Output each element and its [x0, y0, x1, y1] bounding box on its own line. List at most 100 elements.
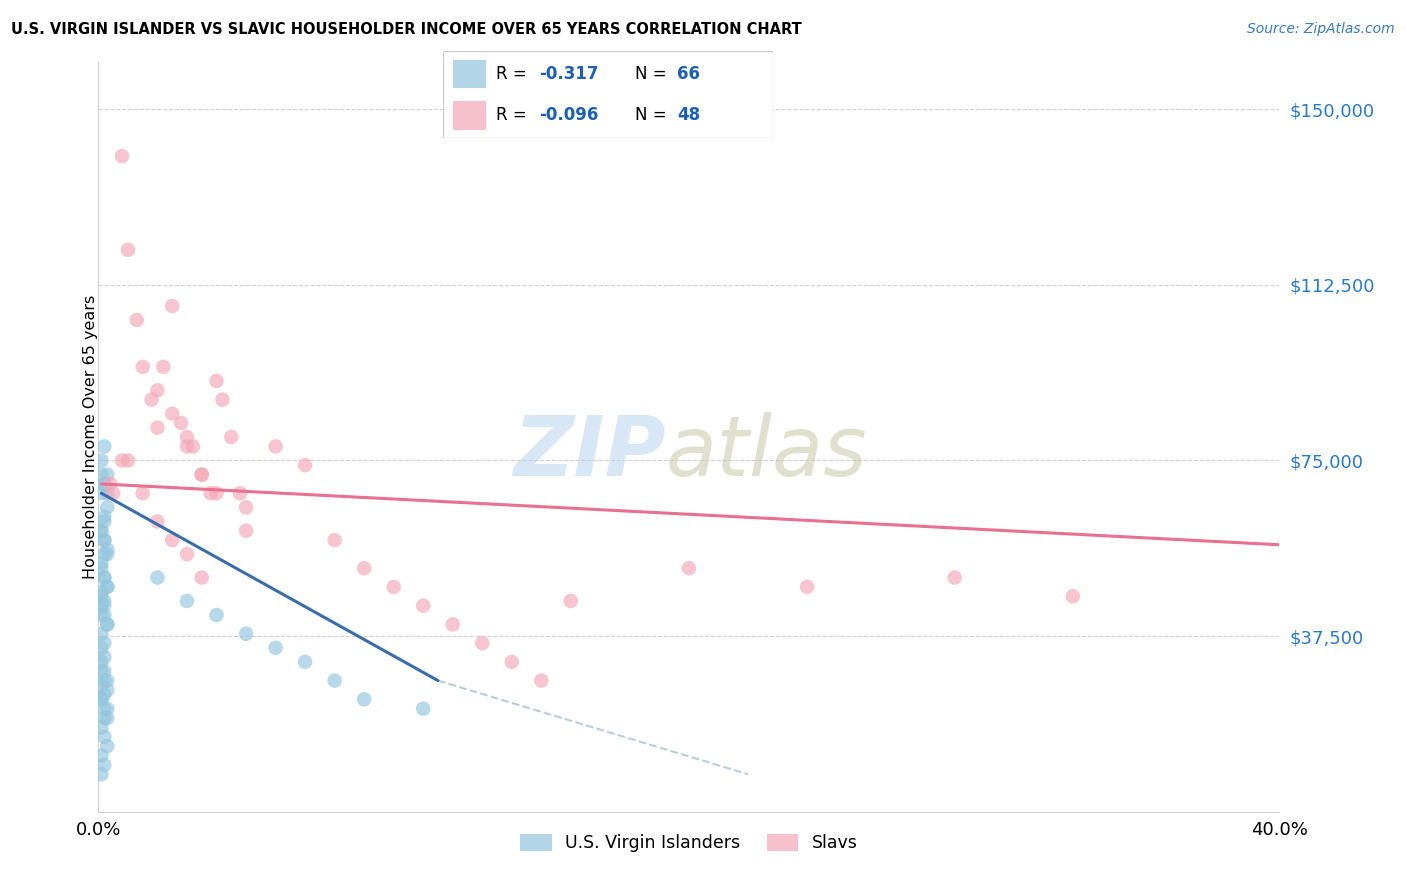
Point — [93, 533, 115, 547]
FancyBboxPatch shape — [453, 101, 486, 129]
Text: R =: R = — [496, 64, 526, 83]
Point — [132, 486, 155, 500]
Point — [90, 640, 112, 655]
Point — [93, 476, 115, 491]
Point — [294, 655, 316, 669]
Text: -0.317: -0.317 — [538, 64, 598, 83]
Point — [111, 149, 134, 163]
Point — [93, 440, 115, 453]
Point — [93, 594, 115, 608]
Point — [211, 392, 233, 407]
Point — [96, 617, 118, 632]
Point — [441, 617, 464, 632]
Point — [90, 599, 112, 613]
Point — [93, 599, 115, 613]
Point — [560, 594, 582, 608]
Legend: U.S. Virgin Islanders, Slavs: U.S. Virgin Islanders, Slavs — [513, 827, 865, 859]
Point — [191, 467, 214, 482]
Point — [229, 486, 252, 500]
Point — [235, 500, 257, 515]
Point — [90, 561, 112, 575]
Y-axis label: Householder Income Over 65 years: Householder Income Over 65 years — [83, 295, 97, 579]
Point — [146, 421, 169, 435]
Point — [90, 584, 112, 599]
Point — [943, 571, 966, 585]
Point — [93, 547, 115, 561]
Point — [90, 678, 112, 692]
Text: -0.096: -0.096 — [538, 106, 598, 124]
Point — [96, 486, 118, 500]
Point — [93, 664, 115, 679]
Point — [353, 692, 375, 706]
Point — [90, 590, 112, 604]
Point — [294, 458, 316, 473]
Point — [93, 758, 115, 772]
Text: Source: ZipAtlas.com: Source: ZipAtlas.com — [1247, 22, 1395, 37]
Point — [93, 688, 115, 702]
Point — [471, 636, 494, 650]
Point — [323, 533, 346, 547]
Point — [191, 467, 214, 482]
Point — [152, 359, 174, 374]
Text: 66: 66 — [678, 64, 700, 83]
Point — [96, 701, 118, 715]
Point — [181, 440, 204, 453]
Point — [117, 453, 139, 467]
Point — [205, 374, 228, 388]
Point — [93, 701, 115, 715]
Point — [93, 673, 115, 688]
Point — [90, 608, 112, 623]
Point — [103, 486, 125, 500]
Point — [93, 533, 115, 547]
Point — [90, 721, 112, 735]
Point — [90, 692, 112, 706]
Point — [530, 673, 553, 688]
Point — [205, 608, 228, 623]
Point — [93, 509, 115, 524]
Point — [93, 636, 115, 650]
Point — [117, 243, 139, 257]
Point — [412, 701, 434, 715]
Text: N =: N = — [634, 64, 666, 83]
Point — [796, 580, 818, 594]
FancyBboxPatch shape — [443, 51, 773, 138]
Point — [93, 476, 115, 491]
Point — [146, 571, 169, 585]
Point — [96, 547, 118, 561]
Point — [93, 571, 115, 585]
Point — [96, 500, 118, 515]
Point — [90, 692, 112, 706]
Point — [93, 730, 115, 744]
Point — [90, 467, 112, 482]
Point — [235, 524, 257, 538]
Point — [221, 430, 243, 444]
Text: N =: N = — [634, 106, 666, 124]
Point — [382, 580, 405, 594]
Point — [162, 299, 183, 313]
Point — [96, 580, 118, 594]
Point — [176, 547, 198, 561]
Point — [501, 655, 523, 669]
Point — [1062, 590, 1084, 604]
FancyBboxPatch shape — [453, 60, 486, 88]
Point — [96, 739, 118, 753]
Point — [90, 486, 112, 500]
Point — [176, 430, 198, 444]
Point — [93, 514, 115, 528]
Point — [146, 514, 169, 528]
Point — [90, 664, 112, 679]
Text: U.S. VIRGIN ISLANDER VS SLAVIC HOUSEHOLDER INCOME OVER 65 YEARS CORRELATION CHAR: U.S. VIRGIN ISLANDER VS SLAVIC HOUSEHOLD… — [11, 22, 801, 37]
Point — [176, 594, 198, 608]
Point — [90, 557, 112, 571]
Text: ZIP: ZIP — [513, 411, 665, 492]
Text: atlas: atlas — [665, 411, 868, 492]
Point — [90, 524, 112, 538]
Point — [170, 416, 193, 430]
Point — [141, 392, 163, 407]
Point — [90, 748, 112, 763]
Point — [191, 571, 214, 585]
Point — [93, 608, 115, 623]
Point — [162, 533, 183, 547]
Point — [323, 673, 346, 688]
Point — [132, 359, 155, 374]
